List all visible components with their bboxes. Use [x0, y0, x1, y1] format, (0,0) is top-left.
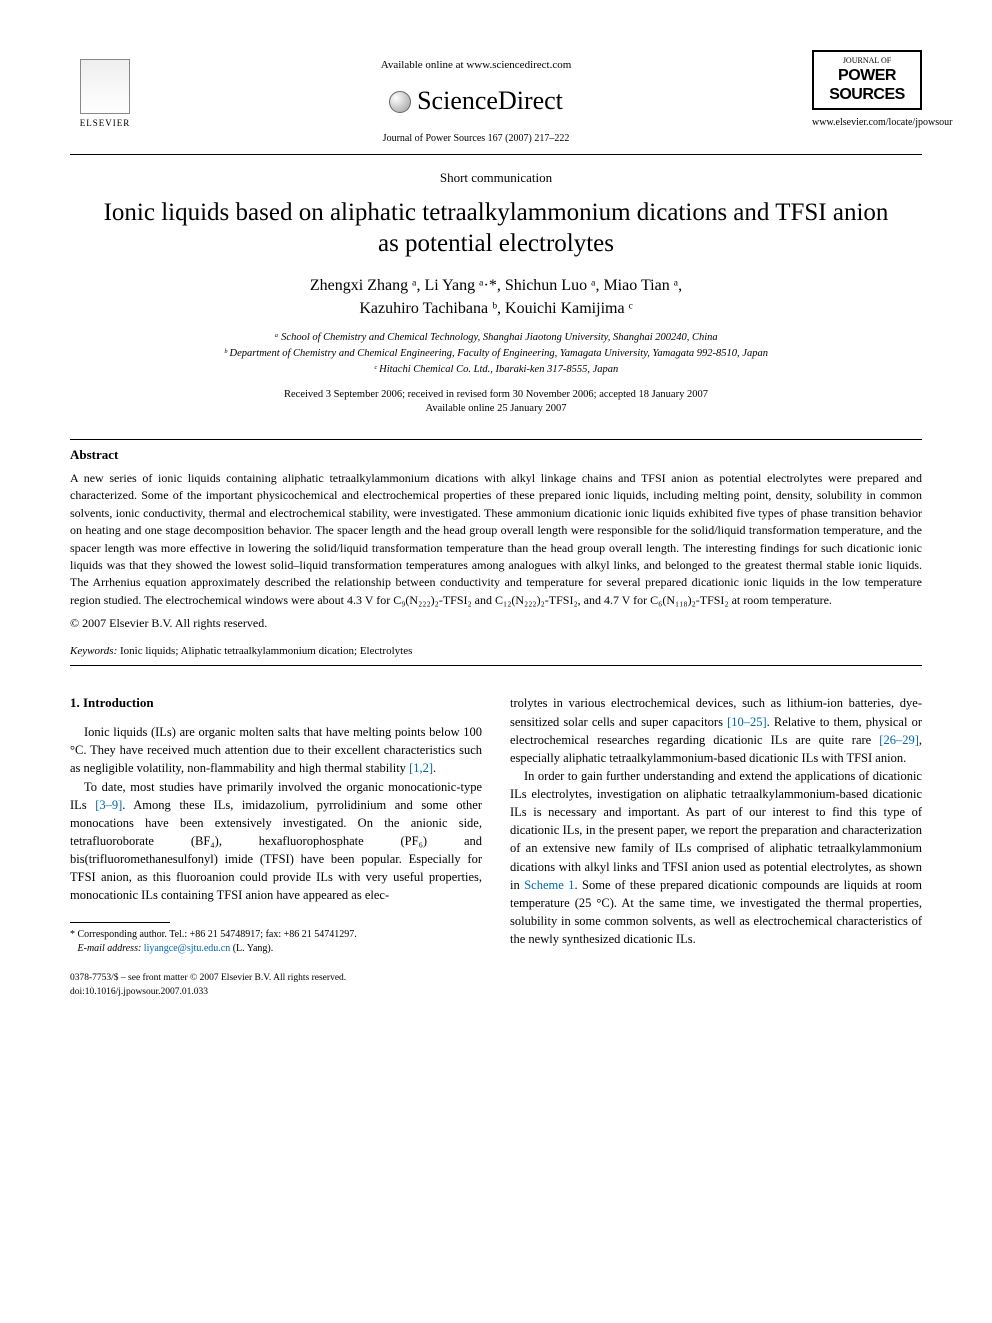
affiliation-a: ᵃ School of Chemistry and Chemical Techn… — [70, 330, 922, 346]
footnote-email: E-mail address: liyangce@sjtu.edu.cn (L.… — [70, 942, 482, 956]
article-dates: Received 3 September 2006; received in r… — [70, 388, 922, 417]
intro-para-2-cont: trolytes in various electrochemical devi… — [510, 694, 922, 767]
ref-link-26-29[interactable]: [26–29] — [879, 733, 919, 747]
journal-logo-box: JOURNAL OF POWER SOURCES — [812, 50, 922, 110]
email-link[interactable]: liyangce@sjtu.edu.cn — [141, 943, 230, 954]
section-heading-intro: 1. Introduction — [70, 694, 482, 713]
header: ELSEVIER Available online at www.science… — [70, 50, 922, 146]
authors-line-2: Kazuhiro Tachibana ᵇ, Kouichi Kamijima ᶜ — [70, 298, 922, 320]
elsevier-tree-icon — [80, 59, 130, 114]
abstract-copyright: © 2007 Elsevier B.V. All rights reserved… — [70, 615, 922, 632]
ref-link-10-25[interactable]: [10–25] — [727, 715, 767, 729]
sciencedirect-text: ScienceDirect — [417, 83, 563, 119]
email-author: (L. Yang). — [230, 943, 273, 954]
header-rule — [70, 154, 922, 155]
abstract-bottom-rule — [70, 665, 922, 666]
keywords-text: Ionic liquids; Aliphatic tetraalkylammon… — [117, 645, 412, 657]
journal-logo-title: POWER SOURCES — [820, 66, 914, 104]
abstract-heading: Abstract — [70, 446, 922, 464]
article-title: Ionic liquids based on aliphatic tetraal… — [70, 197, 922, 260]
column-left: 1. Introduction Ionic liquids (ILs) are … — [70, 694, 482, 956]
dates-received: Received 3 September 2006; received in r… — [70, 388, 922, 403]
email-label: E-mail address: — [78, 943, 142, 954]
journal-url: www.elsevier.com/locate/jpowsour — [812, 116, 922, 130]
dates-available: Available online 25 January 2007 — [70, 402, 922, 417]
affiliation-c: ᶜ Hitachi Chemical Co. Ltd., Ibaraki-ken… — [70, 362, 922, 378]
header-center: Available online at www.sciencedirect.co… — [140, 50, 812, 146]
intro-para-2: To date, most studies have primarily inv… — [70, 778, 482, 905]
authors: Zhengxi Zhang ᵃ, Li Yang ᵃ·*, Shichun Lu… — [70, 275, 922, 320]
abstract-text: A new series of ionic liquids containing… — [70, 470, 922, 609]
article-type: Short communication — [70, 169, 922, 187]
scheme-1-link[interactable]: Scheme 1 — [524, 878, 574, 892]
body-columns: 1. Introduction Ionic liquids (ILs) are … — [70, 694, 922, 956]
footer-issn: 0378-7753/$ – see front matter © 2007 El… — [70, 972, 922, 985]
page-footer: 0378-7753/$ – see front matter © 2007 El… — [70, 972, 922, 999]
journal-logo-top: JOURNAL OF — [820, 56, 914, 66]
elsevier-label: ELSEVIER — [80, 117, 131, 130]
keywords: Keywords: Ionic liquids; Aliphatic tetra… — [70, 644, 922, 659]
sciencedirect-icon — [389, 91, 411, 113]
available-online-text: Available online at www.sciencedirect.co… — [140, 58, 812, 73]
affiliation-b: ᵇ Department of Chemistry and Chemical E… — [70, 346, 922, 362]
ref-link-1-2[interactable]: [1,2] — [409, 761, 433, 775]
footer-doi: doi:10.1016/j.jpowsour.2007.01.033 — [70, 986, 922, 999]
abstract-top-rule — [70, 439, 922, 440]
col2-p2-a: In order to gain further understanding a… — [510, 769, 922, 892]
footnote-rule — [70, 922, 170, 923]
authors-line-1: Zhengxi Zhang ᵃ, Li Yang ᵃ·*, Shichun Lu… — [70, 275, 922, 297]
footnote-corresponding: * Corresponding author. Tel.: +86 21 547… — [70, 928, 482, 942]
column-right: trolytes in various electrochemical devi… — [510, 694, 922, 956]
intro-p1-end: . — [433, 761, 436, 775]
page: ELSEVIER Available online at www.science… — [0, 0, 992, 1039]
journal-reference: Journal of Power Sources 167 (2007) 217–… — [140, 132, 812, 146]
ref-link-3-9[interactable]: [3–9] — [95, 798, 122, 812]
intro-para-3: In order to gain further understanding a… — [510, 767, 922, 948]
affiliations: ᵃ School of Chemistry and Chemical Techn… — [70, 330, 922, 377]
keywords-label: Keywords: — [70, 645, 117, 657]
elsevier-logo: ELSEVIER — [70, 50, 140, 130]
sciencedirect-brand: ScienceDirect — [140, 83, 812, 119]
journal-logo: JOURNAL OF POWER SOURCES www.elsevier.co… — [812, 50, 922, 130]
intro-para-1: Ionic liquids (ILs) are organic molten s… — [70, 723, 482, 777]
intro-p2-cont: . Among these ILs, imidazolium, pyrrolid… — [70, 798, 482, 903]
